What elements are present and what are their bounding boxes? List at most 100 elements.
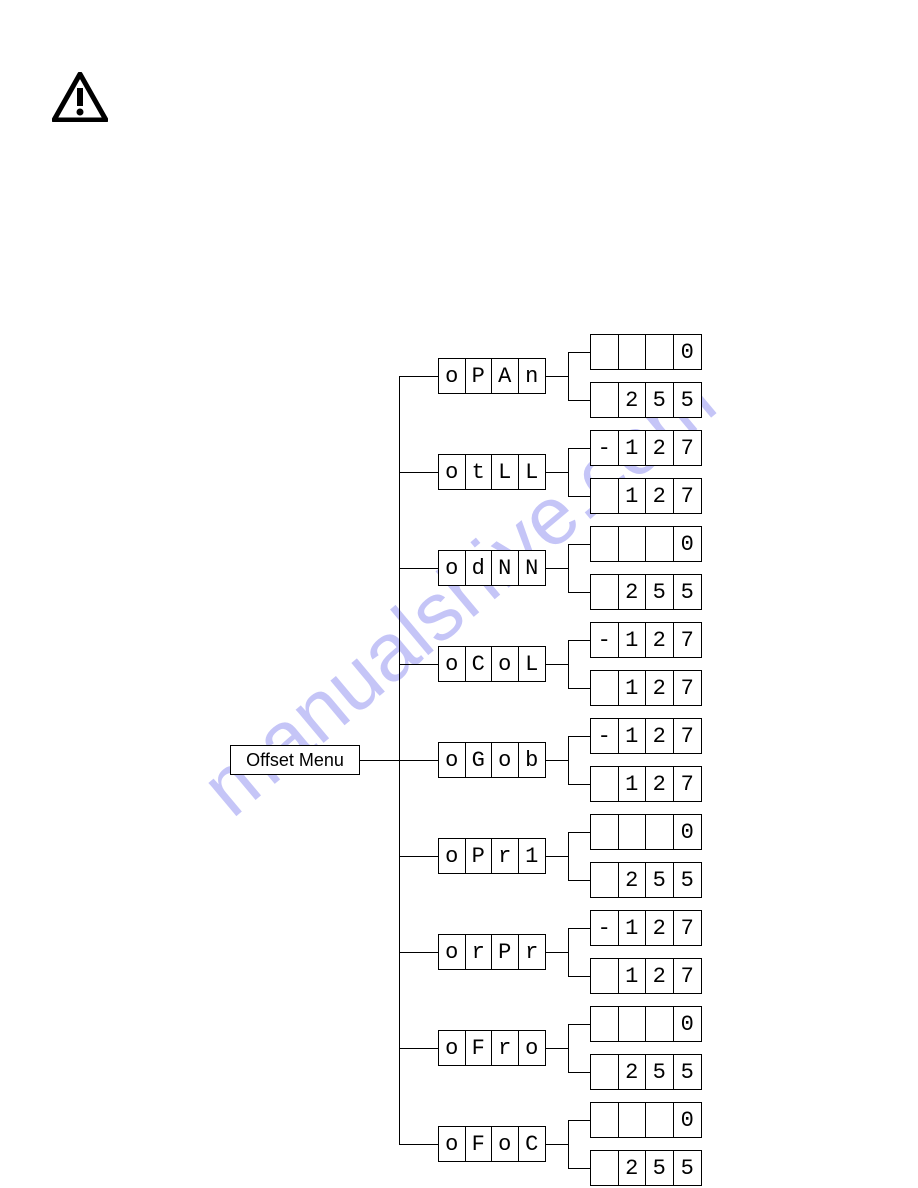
- seg-cell: [591, 335, 619, 369]
- seg-cell: 5: [646, 1151, 674, 1185]
- connector: [399, 1048, 438, 1049]
- seg-cell: 1: [619, 911, 647, 945]
- seg-cell: 0: [674, 1103, 701, 1137]
- connector: [399, 856, 438, 857]
- seg-cell: N: [519, 551, 545, 585]
- seg-cell: C: [519, 1127, 545, 1161]
- connector: [546, 1048, 568, 1049]
- seg-cell: 7: [674, 431, 701, 465]
- connector: [568, 688, 590, 689]
- connector: [568, 1024, 569, 1072]
- connector: [399, 664, 438, 665]
- seg-cell: 0: [674, 815, 701, 849]
- seg-cell: [591, 1007, 619, 1041]
- seg-cell: 7: [674, 479, 701, 513]
- seg-cell: r: [492, 839, 519, 873]
- seg-cell: 5: [646, 1055, 674, 1089]
- value-otLL-min: -127: [590, 430, 702, 466]
- seg-cell: 7: [674, 671, 701, 705]
- connector: [568, 448, 590, 449]
- seg-cell: A: [492, 359, 519, 393]
- connector: [568, 544, 569, 592]
- value-oCoL-min: -127: [590, 622, 702, 658]
- seg-cell: 2: [646, 719, 674, 753]
- menu-item-oPAn: oPAn: [438, 358, 546, 394]
- connector: [568, 544, 590, 545]
- value-orPr-min: -127: [590, 910, 702, 946]
- value-oFoC-max: 255: [590, 1150, 702, 1186]
- seg-cell: [591, 383, 619, 417]
- seg-cell: [646, 1103, 674, 1137]
- seg-cell: 2: [646, 431, 674, 465]
- seg-cell: 2: [646, 671, 674, 705]
- connector: [568, 1120, 590, 1121]
- seg-cell: G: [466, 743, 493, 777]
- value-oPr1-max: 255: [590, 862, 702, 898]
- menu-item-orPr: orPr: [438, 934, 546, 970]
- seg-cell: b: [519, 743, 545, 777]
- menu-item-oFoC: oFoC: [438, 1126, 546, 1162]
- seg-cell: 1: [519, 839, 545, 873]
- connector: [568, 880, 590, 881]
- value-oGob-max: 127: [590, 766, 702, 802]
- seg-cell: [619, 527, 647, 561]
- seg-cell: o: [492, 647, 519, 681]
- seg-cell: [619, 815, 647, 849]
- seg-cell: o: [519, 1031, 545, 1065]
- value-odNN-max: 255: [590, 574, 702, 610]
- seg-cell: 7: [674, 719, 701, 753]
- connector: [546, 856, 568, 857]
- seg-cell: o: [439, 743, 466, 777]
- seg-cell: [591, 527, 619, 561]
- seg-cell: 5: [646, 383, 674, 417]
- seg-cell: [646, 527, 674, 561]
- seg-cell: P: [466, 359, 493, 393]
- connector: [568, 1024, 590, 1025]
- seg-cell: -: [591, 719, 619, 753]
- connector: [568, 1072, 590, 1073]
- seg-cell: [591, 767, 619, 801]
- seg-cell: F: [466, 1127, 493, 1161]
- connector: [568, 976, 590, 977]
- seg-cell: [591, 1103, 619, 1137]
- connector: [546, 952, 568, 953]
- seg-cell: 1: [619, 767, 647, 801]
- seg-cell: n: [519, 359, 545, 393]
- seg-cell: o: [439, 1127, 466, 1161]
- seg-cell: -: [591, 431, 619, 465]
- seg-cell: [591, 1055, 619, 1089]
- connector: [568, 496, 590, 497]
- menu-item-oPr1: oPr1: [438, 838, 546, 874]
- seg-cell: 1: [619, 431, 647, 465]
- value-oPAn-max: 255: [590, 382, 702, 418]
- seg-cell: P: [492, 935, 519, 969]
- menu-item-oCoL: oCoL: [438, 646, 546, 682]
- menu-item-odNN: odNN: [438, 550, 546, 586]
- connector: [568, 640, 569, 688]
- connector: [546, 568, 568, 569]
- seg-cell: [619, 1007, 647, 1041]
- menu-item-oGob: oGob: [438, 742, 546, 778]
- connector: [546, 1144, 568, 1145]
- seg-cell: o: [439, 359, 466, 393]
- value-odNN-min: 0: [590, 526, 702, 562]
- connector: [399, 1144, 438, 1145]
- value-otLL-max: 127: [590, 478, 702, 514]
- seg-cell: 0: [674, 1007, 701, 1041]
- offset-menu-diagram: Offset MenuoPAn0255otLL-127127odNN0255oC…: [0, 0, 918, 1188]
- seg-cell: [646, 335, 674, 369]
- seg-cell: [591, 575, 619, 609]
- seg-cell: o: [492, 743, 519, 777]
- seg-cell: 2: [646, 623, 674, 657]
- seg-cell: [591, 959, 619, 993]
- seg-cell: L: [492, 455, 519, 489]
- seg-cell: 5: [674, 1151, 701, 1185]
- seg-cell: 2: [646, 911, 674, 945]
- seg-cell: d: [466, 551, 493, 585]
- seg-cell: [619, 1103, 647, 1137]
- seg-cell: 5: [674, 383, 701, 417]
- connector: [360, 760, 399, 761]
- connector: [546, 472, 568, 473]
- value-orPr-max: 127: [590, 958, 702, 994]
- connector: [546, 664, 568, 665]
